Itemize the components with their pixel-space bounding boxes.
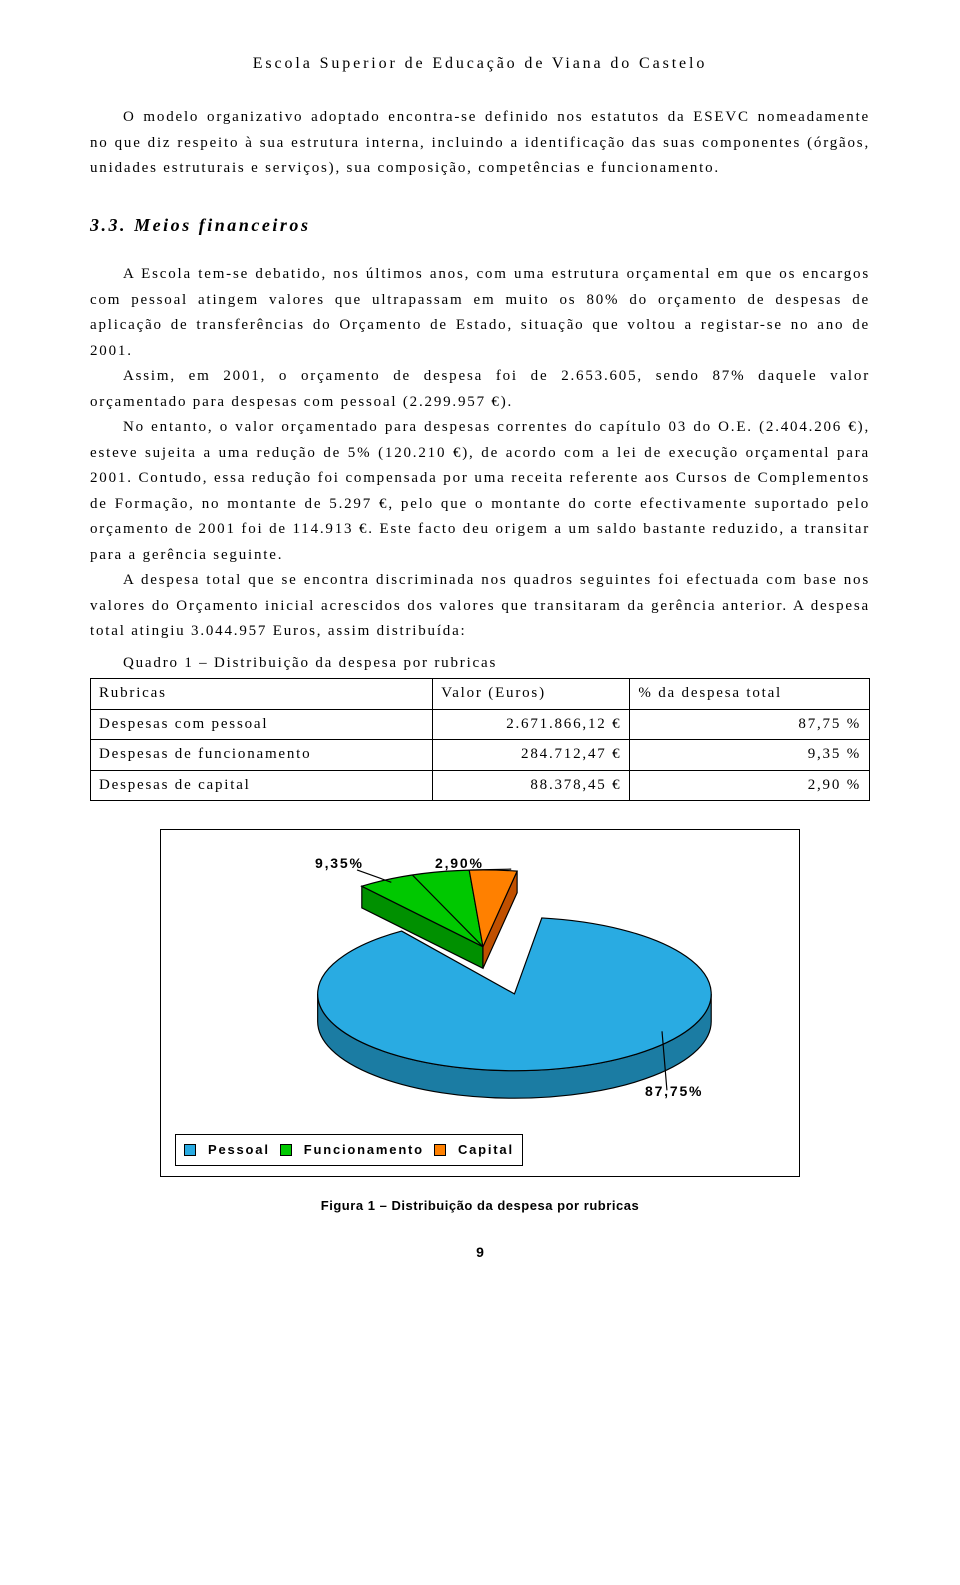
- cell: 284.712,47 €: [433, 740, 630, 771]
- para-3: Assim, em 2001, o orçamento de despesa f…: [90, 364, 870, 415]
- pct-label-pessoal: 87,75%: [645, 1080, 703, 1104]
- table-header-row: Rubricas Valor (Euros) % da despesa tota…: [91, 679, 870, 710]
- legend-label-funcionamento: Funcionamento: [304, 1139, 424, 1161]
- swatch-pessoal: [184, 1144, 196, 1156]
- table-row: Despesas com pessoal 2.671.866,12 € 87,7…: [91, 709, 870, 740]
- page-number: 9: [90, 1241, 870, 1265]
- pie-chart-container: 9,35% 2,90% 87,75% Pessoal Funcionamento…: [160, 829, 800, 1177]
- table-caption: Quadro 1 – Distribuição da despesa por r…: [90, 651, 870, 677]
- legend-label-capital: Capital: [458, 1139, 514, 1161]
- cell: 88.378,45 €: [433, 770, 630, 801]
- para-4: No entanto, o valor orçamentado para des…: [90, 415, 870, 568]
- section-title: Meios financeiros: [134, 215, 310, 235]
- figure-caption: Figura 1 – Distribuição da despesa por r…: [90, 1195, 870, 1217]
- cell: 2.671.866,12 €: [433, 709, 630, 740]
- section-number: 3.3.: [90, 215, 127, 235]
- page-header-title: Escola Superior de Educação de Viana do …: [90, 50, 870, 77]
- cell: Despesas com pessoal: [91, 709, 433, 740]
- col-pct: % da despesa total: [630, 679, 870, 710]
- cell: 2,90 %: [630, 770, 870, 801]
- chart-legend: Pessoal Funcionamento Capital: [175, 1134, 523, 1166]
- table-row: Despesas de capital 88.378,45 € 2,90 %: [91, 770, 870, 801]
- swatch-capital: [434, 1144, 446, 1156]
- col-rubricas: Rubricas: [91, 679, 433, 710]
- cell: 87,75 %: [630, 709, 870, 740]
- para-2: A Escola tem-se debatido, nos últimos an…: [90, 262, 870, 364]
- para-5: A despesa total que se encontra discrimi…: [90, 568, 870, 645]
- pie-chart: 9,35% 2,90% 87,75%: [175, 844, 785, 1134]
- legend-label-pessoal: Pessoal: [208, 1139, 270, 1161]
- cell: Despesas de capital: [91, 770, 433, 801]
- cell: Despesas de funcionamento: [91, 740, 433, 771]
- pct-label-capital: 2,90%: [435, 852, 484, 876]
- section-heading: 3.3. Meios financeiros: [90, 210, 870, 241]
- cell: 9,35 %: [630, 740, 870, 771]
- expense-table: Rubricas Valor (Euros) % da despesa tota…: [90, 678, 870, 801]
- table-row: Despesas de funcionamento 284.712,47 € 9…: [91, 740, 870, 771]
- pct-label-funcionamento: 9,35%: [315, 852, 364, 876]
- intro-paragraph: O modelo organizativo adoptado encontra-…: [90, 105, 870, 182]
- swatch-funcionamento: [280, 1144, 292, 1156]
- col-valor: Valor (Euros): [433, 679, 630, 710]
